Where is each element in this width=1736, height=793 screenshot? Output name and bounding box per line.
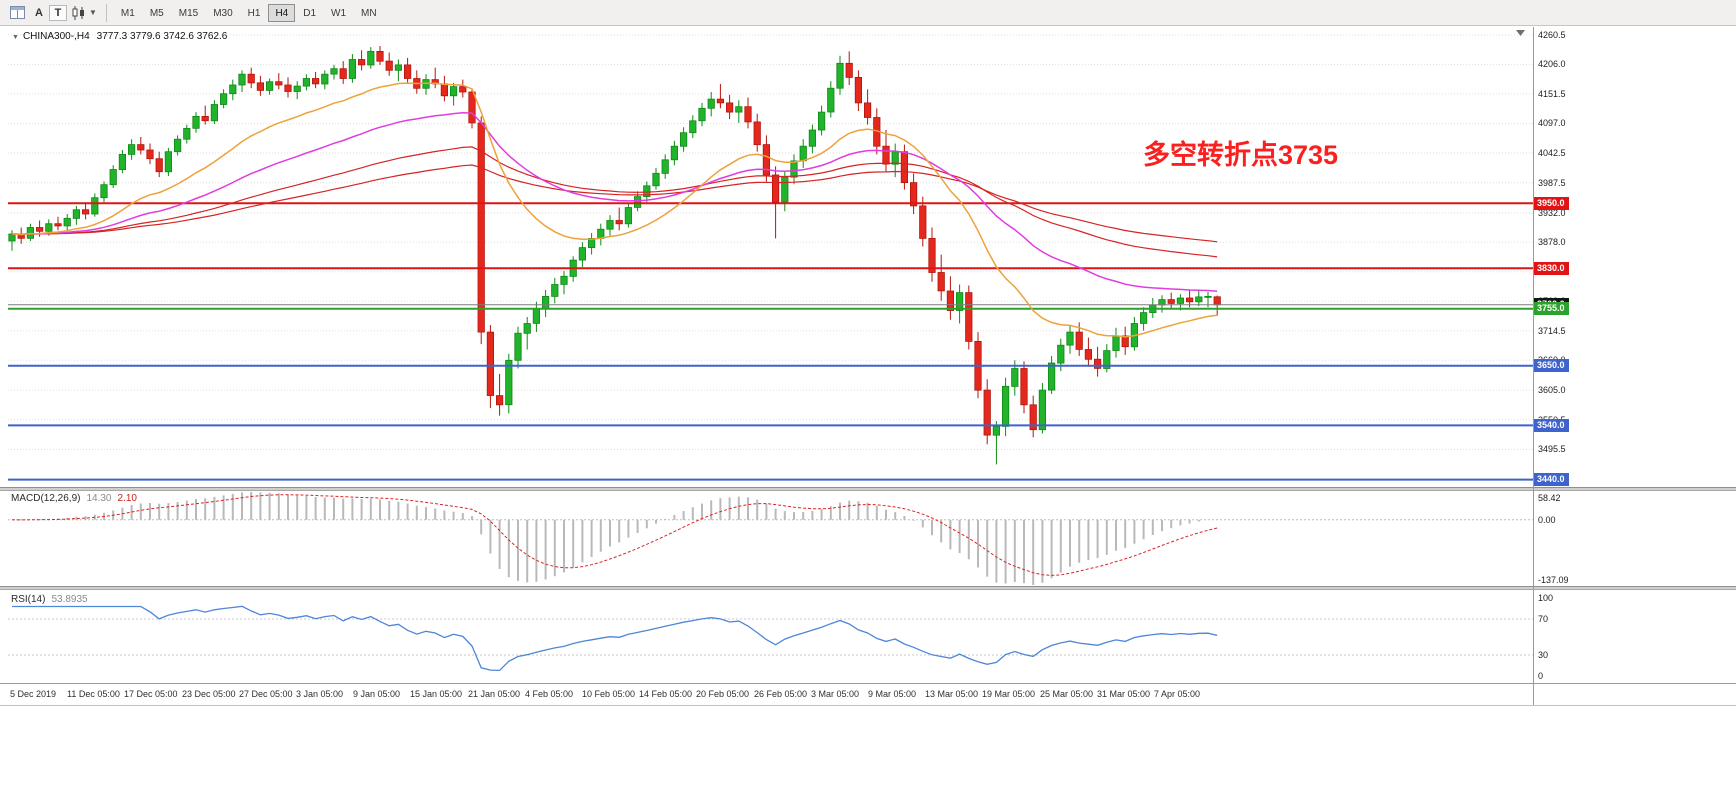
timeframe-button-m5[interactable]: M5: [149, 8, 164, 19]
macd-histogram: [20, 492, 1219, 585]
timeframe-button-h1[interactable]: H1: [247, 8, 261, 19]
timeframe-button-mn[interactable]: MN: [361, 8, 377, 19]
timeframe-button-m30[interactable]: M30: [213, 8, 233, 19]
panel-splitter-1[interactable]: [0, 487, 1736, 491]
new-chart-icon[interactable]: [5, 3, 29, 23]
timeframe-button-h4[interactable]: H4: [268, 4, 296, 22]
timeframe-button-group: M1 M5 M15 M30 H1 H4 D1 W1 MN: [114, 3, 385, 22]
ma-slow-line-2: [11, 164, 1218, 243]
chevron-down-icon[interactable]: ▼: [89, 8, 97, 17]
panel-splitter-2[interactable]: [0, 586, 1736, 590]
auto-scroll-button[interactable]: A: [35, 6, 43, 19]
ma-slow-line-1: [11, 146, 1218, 258]
price-gridlines: [8, 34, 1533, 480]
candles: [8, 46, 1221, 465]
ma-medium-line: [11, 111, 1218, 292]
macd-signal-line: [11, 494, 1218, 576]
timeframe-button-m1[interactable]: M1: [120, 8, 135, 19]
candlestick-type-icon[interactable]: [67, 3, 91, 23]
chart-shift-icon: [1516, 30, 1525, 36]
timeframe-button-m15[interactable]: M15: [178, 8, 199, 19]
text-tool-button[interactable]: T: [49, 4, 67, 21]
rsi-line: [12, 605, 1218, 672]
timeframe-button-d1[interactable]: D1: [303, 8, 317, 19]
horizontal-level-lines: [8, 202, 1533, 481]
chart-annotation-text[interactable]: 多空转折点3735: [1143, 140, 1339, 170]
ma-fast-line: [11, 82, 1218, 338]
toolbar-separator: [105, 3, 107, 22]
toolbar: A T ▼ M1 M5 M15 M30 H1 H4 D1 W1 MN: [0, 0, 1736, 26]
timeframe-button-w1[interactable]: W1: [331, 8, 347, 19]
